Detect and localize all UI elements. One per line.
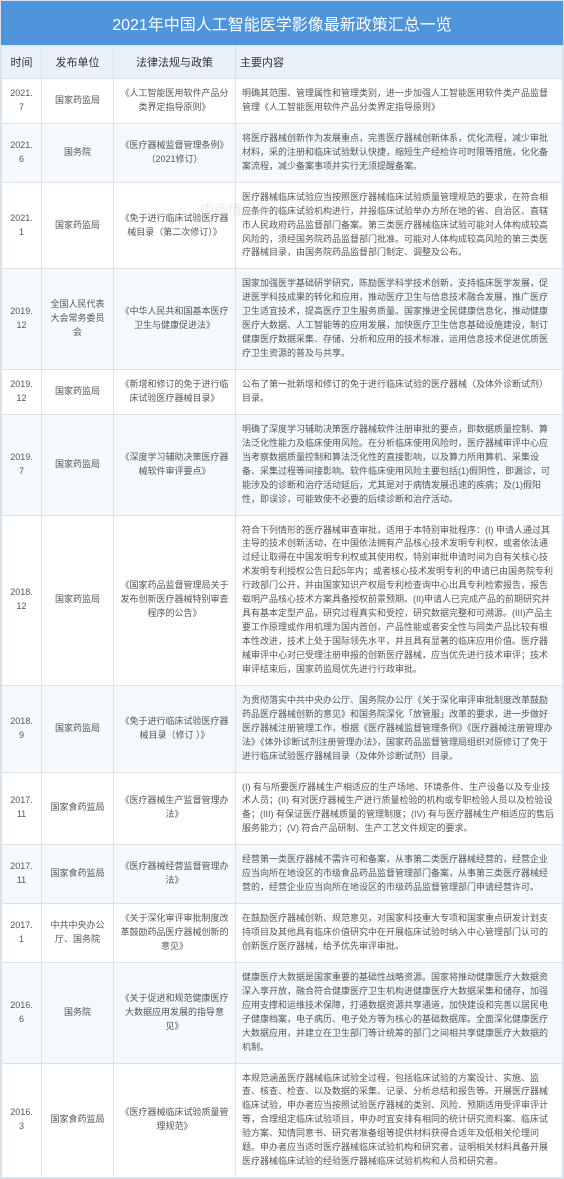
cell-main: 明确其范围、管理属性和管理类别，进一步加强人工智能医用软件类产品监督管理《人工智… <box>236 79 563 124</box>
cell-dept: 国家食药监局 <box>42 1063 114 1178</box>
table-row: 2018.12国家药监局《国家药品监督管理局关于发布创新医疗器械特别审查程序的公… <box>2 515 563 685</box>
cell-policy: 《深度学习辅助决策医疗器械软件审评要点》 <box>114 414 236 515</box>
cell-time: 2017.11 <box>2 845 42 904</box>
table-row: 2016.6国务院《关于促进和规范健康医疗大数据应用发展的指导意见》健康医疗大数… <box>2 962 563 1063</box>
cell-policy: 《新增和修订的免于进行临床试验医疗器械目录》 <box>114 370 236 415</box>
cell-dept: 国家药监局 <box>42 685 114 772</box>
cell-time: 2017.11 <box>2 772 42 845</box>
table-row: 2019.12全国人民代表大会常务委员会《中华人民共和国基本医疗卫生与健康促进法… <box>2 269 563 370</box>
cell-policy: 《免于进行临床试验医疗器械目录（第二次修订）》 <box>114 182 236 269</box>
cell-main: (I) 有与所要医疗器械生产相适应的生产场地、环境条件、生产设备以及专业技术人员… <box>236 772 563 845</box>
cell-time: 2019.7 <box>2 414 42 515</box>
cell-main: 公布了第一批新增和修订的免于进行临床试验的医疗器械（及体外诊断试剂）目录。 <box>236 370 563 415</box>
cell-main: 将医疗器械创新作为发展重点，完善医疗器械创新体系，优化流程，减少审批材料，采的注… <box>236 123 563 182</box>
cell-dept: 国家药监局 <box>42 414 114 515</box>
cell-dept: 国家药监局 <box>42 79 114 124</box>
table-row: 2019.12国家药监局《新增和修订的免于进行临床试验医疗器械目录》公布了第一批… <box>2 370 563 415</box>
cell-main: 明确了深度学习辅助决策医疗器械软件注册审批的要点，即数据质量控制、算法泛化性能力… <box>236 414 563 515</box>
cell-policy: 《国家药品监督管理局关于发布创新医疗器械特别审查程序的公告》 <box>114 515 236 685</box>
table-row: 2021.6国务院《医疗器械监督管理条例》（2021修订）将医疗器械创新作为发展… <box>2 123 563 182</box>
cell-dept: 国务院 <box>42 962 114 1063</box>
cell-policy: 《医疗器械生产监督管理办法》 <box>114 772 236 845</box>
cell-dept: 国家药监局 <box>42 515 114 685</box>
cell-main: 在鼓励医疗器械创新、规范意见，对国家科技重大专项和国家重点研发计划支持项目及其他… <box>236 904 563 963</box>
col-header-3: 主要内容 <box>236 46 563 79</box>
cell-time: 2018.9 <box>2 685 42 772</box>
cell-dept: 国家药监局 <box>42 182 114 269</box>
table-row: 2017.11国家食药监局《医疗器械生产监督管理办法》(I) 有与所要医疗器械生… <box>2 772 563 845</box>
policy-table: 时间发布单位法律法规与政策主要内容 2021.7国家药监局《人工智能医用软件产品… <box>1 45 563 1178</box>
cell-time: 2018.12 <box>2 515 42 685</box>
cell-main: 医疗器械临床试验应当按照医疗器械临床试验质量管理规范的要求，在符合相应条件的临床… <box>236 182 563 269</box>
cell-time: 2021.1 <box>2 182 42 269</box>
cell-policy: 《医疗器械监督管理条例》（2021修订） <box>114 123 236 182</box>
cell-dept: 国家食药监局 <box>42 772 114 845</box>
cell-policy: 《关于促进和规范健康医疗大数据应用发展的指导意见》 <box>114 962 236 1063</box>
cell-policy: 《关于深化审评审批制度改革鼓励药品医疗器械创新的意见》 <box>114 904 236 963</box>
cell-main: 国家加强医学基础研学研究，陈励医学科学技术创新，支持临床医学发展，促进医学科技成… <box>236 269 563 370</box>
cell-policy: 《人工智能医用软件产品分类界定指导原则》 <box>114 79 236 124</box>
table-row: 2017.11国家食药监局《医疗器械经营监督管理办法》经营第一类医疗器械不需许可… <box>2 845 563 904</box>
cell-time: 2016.3 <box>2 1063 42 1178</box>
cell-dept: 中共中央办公厅、国务院 <box>42 904 114 963</box>
table-row: 2017.1中共中央办公厅、国务院《关于深化审评审批制度改革鼓励药品医疗器械创新… <box>2 904 563 963</box>
cell-main: 健康医疗大数据是国家重要的基础性战略资源。国家将推动健康医疗大数据资深入享开放，… <box>236 962 563 1063</box>
cell-main: 符合下列情形的医疗器械审查审批，适用于本特别审批程序：(I) 申请人通过其主导的… <box>236 515 563 685</box>
cell-time: 2019.12 <box>2 269 42 370</box>
cell-policy: 《中华人民共和国基本医疗卫生与健康促进法》 <box>114 269 236 370</box>
cell-dept: 国家食药监局 <box>42 845 114 904</box>
cell-main: 本规范涵盖医疗器械临床试验全过程，包括临床试验的方案设计、实施、监查、核查、检查… <box>236 1063 563 1178</box>
cell-time: 2021.6 <box>2 123 42 182</box>
cell-dept: 全国人民代表大会常务委员会 <box>42 269 114 370</box>
table-row: 2018.9国家药监局《免于进行临床试验医疗器械目录（修订 ）》为贯彻落实中共中… <box>2 685 563 772</box>
cell-time: 2016.6 <box>2 962 42 1063</box>
cell-time: 2017.1 <box>2 904 42 963</box>
table-row: 2021.7国家药监局《人工智能医用软件产品分类界定指导原则》明确其范围、管理属… <box>2 79 563 124</box>
col-header-1: 发布单位 <box>42 46 114 79</box>
table-header-row: 时间发布单位法律法规与政策主要内容 <box>2 46 563 79</box>
table-body: 2021.7国家药监局《人工智能医用软件产品分类界定指导原则》明确其范围、管理属… <box>2 79 563 1178</box>
table-row: 2019.7国家药监局《深度学习辅助决策医疗器械软件审评要点》明确了深度学习辅助… <box>2 414 563 515</box>
table-row: 2021.1国家药监局《免于进行临床试验医疗器械目录（第二次修订）》医疗器械临床… <box>2 182 563 269</box>
cell-time: 2021.7 <box>2 79 42 124</box>
table-title: 2021年中国人工智能医学影像最新政策汇总一览 <box>1 1 563 45</box>
policy-table-container: 2021年中国人工智能医学影像最新政策汇总一览 时间发布单位法律法规与政策主要内… <box>0 0 564 1179</box>
cell-dept: 国家药监局 <box>42 370 114 415</box>
cell-policy: 《医疗器械临床试验质量管理规范》 <box>114 1063 236 1178</box>
cell-main: 经营第一类医疗器械不需许可和备案，从事第二类医疗器械经营的，经营企业应当向所在地… <box>236 845 563 904</box>
col-header-0: 时间 <box>2 46 42 79</box>
cell-dept: 国务院 <box>42 123 114 182</box>
col-header-2: 法律法规与政策 <box>114 46 236 79</box>
cell-policy: 《免于进行临床试验医疗器械目录（修订 ）》 <box>114 685 236 772</box>
cell-main: 为贯彻落实中共中央办公厅、国务院办公厅《关于深化审评审批制度改革鼓励药品医疗器械… <box>236 685 563 772</box>
table-row: 2016.3国家食药监局《医疗器械临床试验质量管理规范》本规范涵盖医疗器械临床试… <box>2 1063 563 1178</box>
cell-time: 2019.12 <box>2 370 42 415</box>
cell-policy: 《医疗器械经营监督管理办法》 <box>114 845 236 904</box>
